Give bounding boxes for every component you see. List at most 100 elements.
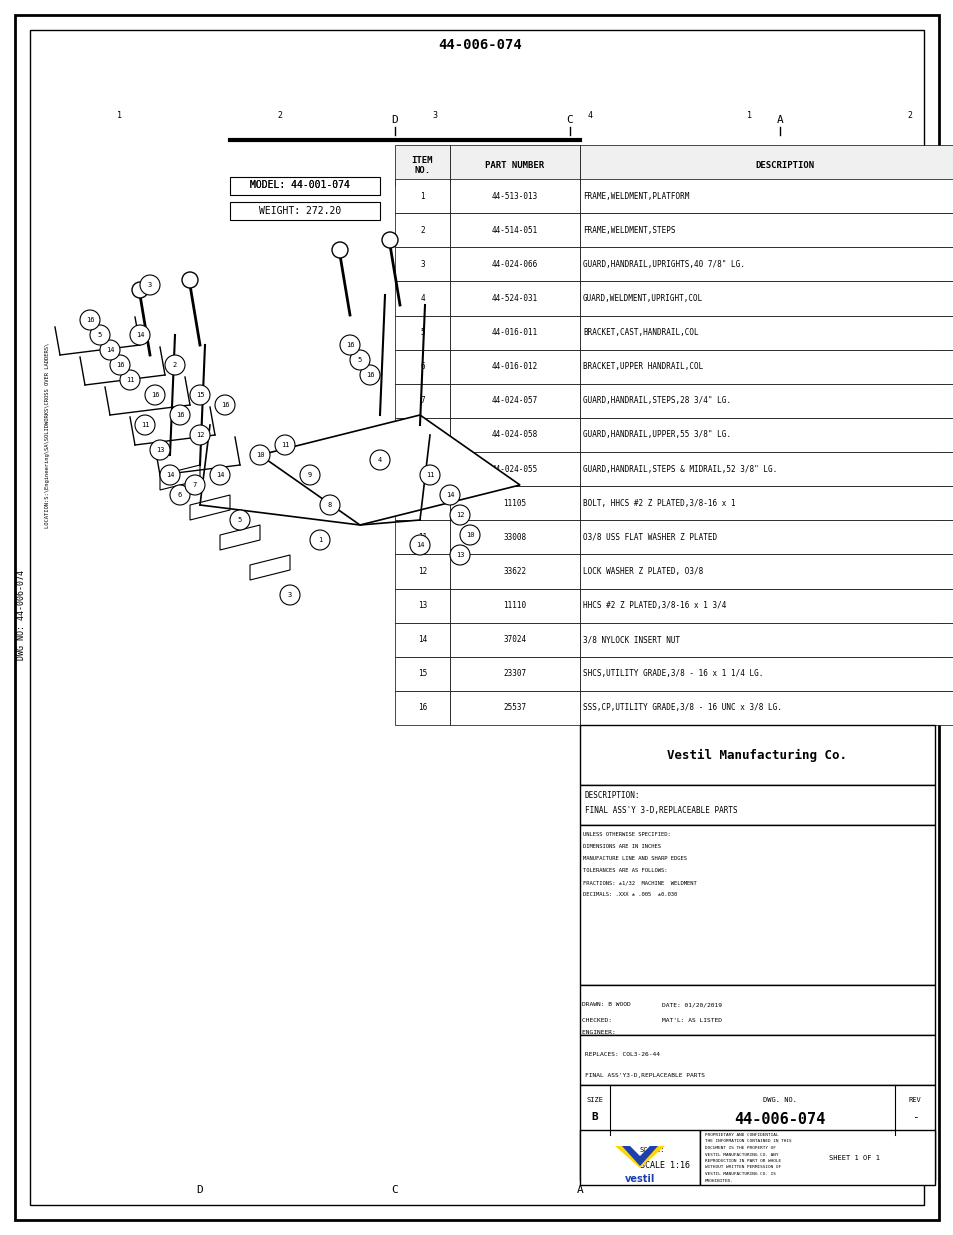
Text: 3: 3 bbox=[148, 282, 152, 288]
Text: DESCRIPTION: DESCRIPTION bbox=[755, 161, 814, 170]
Circle shape bbox=[170, 485, 190, 505]
Text: MODEL: 44-001-074: MODEL: 44-001-074 bbox=[250, 180, 350, 190]
Text: 5: 5 bbox=[357, 357, 362, 363]
Bar bbox=[395, 555, 450, 589]
Polygon shape bbox=[621, 1146, 658, 1166]
Text: SSS,CP,UTILITY GRADE,3/8 - 16 UNC x 3/8 LG.: SSS,CP,UTILITY GRADE,3/8 - 16 UNC x 3/8 … bbox=[582, 704, 781, 713]
Text: 11105: 11105 bbox=[503, 499, 526, 508]
Text: SHEET 1 OF 1: SHEET 1 OF 1 bbox=[828, 1155, 880, 1161]
Text: HHCS #2 Z PLATED,3/8-16 x 1 3/4: HHCS #2 Z PLATED,3/8-16 x 1 3/4 bbox=[582, 601, 725, 610]
Bar bbox=[395, 589, 450, 622]
Circle shape bbox=[299, 466, 319, 485]
Text: 3: 3 bbox=[419, 259, 424, 269]
Text: GUARD,HANDRAIL,STEPS & MIDRAIL,52 3/8" LG.: GUARD,HANDRAIL,STEPS & MIDRAIL,52 3/8" L… bbox=[582, 464, 777, 473]
Bar bbox=[450, 350, 579, 384]
Bar bbox=[395, 144, 450, 186]
Text: 23307: 23307 bbox=[503, 669, 526, 678]
Text: 33008: 33008 bbox=[503, 532, 526, 542]
Circle shape bbox=[100, 340, 120, 359]
Circle shape bbox=[190, 385, 210, 405]
Circle shape bbox=[450, 505, 470, 525]
Text: 11110: 11110 bbox=[503, 601, 526, 610]
Bar bbox=[579, 589, 953, 622]
Circle shape bbox=[350, 350, 370, 370]
Text: PROPRIETARY AND CONFIDENTIAL: PROPRIETARY AND CONFIDENTIAL bbox=[704, 1132, 778, 1137]
Text: LOCK WASHER Z PLATED, O3/8: LOCK WASHER Z PLATED, O3/8 bbox=[582, 567, 702, 576]
Bar bbox=[450, 555, 579, 589]
Circle shape bbox=[182, 272, 198, 288]
Circle shape bbox=[370, 450, 390, 471]
Text: 11: 11 bbox=[425, 472, 434, 478]
Polygon shape bbox=[260, 415, 519, 525]
Circle shape bbox=[214, 395, 234, 415]
Circle shape bbox=[450, 545, 470, 564]
Text: THE INFORMATION CONTAINED IN THIS: THE INFORMATION CONTAINED IN THIS bbox=[704, 1140, 791, 1144]
Text: 16: 16 bbox=[151, 391, 159, 398]
Text: BOLT, HHCS #2 Z PLATED,3/8-16 x 1: BOLT, HHCS #2 Z PLATED,3/8-16 x 1 bbox=[582, 499, 735, 508]
Text: 11: 11 bbox=[417, 532, 427, 542]
Text: 1: 1 bbox=[317, 537, 322, 543]
Text: 15: 15 bbox=[417, 669, 427, 678]
Text: 13: 13 bbox=[417, 601, 427, 610]
Text: 10: 10 bbox=[417, 499, 427, 508]
Bar bbox=[395, 384, 450, 417]
Text: SCALE:: SCALE: bbox=[639, 1147, 665, 1153]
Text: 15: 15 bbox=[195, 391, 204, 398]
Text: 4: 4 bbox=[377, 457, 382, 463]
Circle shape bbox=[110, 354, 130, 375]
Bar bbox=[230, 203, 379, 220]
Bar bbox=[450, 316, 579, 350]
Bar bbox=[579, 825, 934, 986]
Text: 5: 5 bbox=[419, 329, 424, 337]
Text: 3/8 NYLOCK INSERT NUT: 3/8 NYLOCK INSERT NUT bbox=[582, 635, 679, 645]
Text: 9: 9 bbox=[308, 472, 312, 478]
Text: 2: 2 bbox=[906, 110, 911, 120]
Bar bbox=[450, 179, 579, 214]
Bar bbox=[579, 384, 953, 417]
Text: 14: 14 bbox=[135, 332, 144, 338]
Text: 7: 7 bbox=[419, 396, 424, 405]
Text: Vestil Manufacturing Co.: Vestil Manufacturing Co. bbox=[667, 748, 846, 762]
Text: DWG NO: 44-006-074: DWG NO: 44-006-074 bbox=[17, 571, 27, 659]
Text: CHECKED:: CHECKED: bbox=[581, 1018, 615, 1023]
Text: 4: 4 bbox=[587, 110, 592, 120]
Text: DWG. NO.: DWG. NO. bbox=[762, 1097, 796, 1103]
Text: 1: 1 bbox=[747, 110, 752, 120]
Text: MODEL: 44-001-074: MODEL: 44-001-074 bbox=[250, 180, 350, 190]
Bar bbox=[579, 785, 934, 825]
Text: 11: 11 bbox=[141, 422, 149, 429]
Text: 12: 12 bbox=[195, 432, 204, 438]
Bar bbox=[450, 384, 579, 417]
Bar bbox=[395, 520, 450, 555]
Circle shape bbox=[150, 440, 170, 459]
Text: FRAME,WELDMENT,STEPS: FRAME,WELDMENT,STEPS bbox=[582, 226, 675, 235]
Text: MAT'L: AS LISTED: MAT'L: AS LISTED bbox=[661, 1018, 721, 1023]
Text: FINAL ASS'Y 3-D,REPLACEABLE PARTS: FINAL ASS'Y 3-D,REPLACEABLE PARTS bbox=[584, 805, 737, 815]
Text: C: C bbox=[566, 115, 573, 125]
Text: 16: 16 bbox=[86, 317, 94, 324]
Bar bbox=[579, 487, 953, 520]
Bar bbox=[450, 520, 579, 555]
Text: 2: 2 bbox=[172, 362, 177, 368]
Text: PROHIBITED.: PROHIBITED. bbox=[704, 1178, 733, 1182]
Text: 16: 16 bbox=[345, 342, 354, 348]
Bar bbox=[395, 316, 450, 350]
Circle shape bbox=[165, 354, 185, 375]
Circle shape bbox=[339, 335, 359, 354]
Text: DRAWN: B WOOD: DRAWN: B WOOD bbox=[581, 1003, 630, 1008]
Circle shape bbox=[459, 525, 479, 545]
Text: GUARD,HANDRAIL,UPRIGHTS,40 7/8" LG.: GUARD,HANDRAIL,UPRIGHTS,40 7/8" LG. bbox=[582, 259, 744, 269]
Bar bbox=[579, 520, 953, 555]
Text: 44-016-012: 44-016-012 bbox=[492, 362, 537, 372]
Circle shape bbox=[90, 325, 110, 345]
Text: FINAL ASS'Y3-D,REPLACEABLE PARTS: FINAL ASS'Y3-D,REPLACEABLE PARTS bbox=[584, 1072, 704, 1077]
Bar bbox=[395, 247, 450, 282]
Text: 11: 11 bbox=[126, 377, 134, 383]
Bar bbox=[579, 350, 953, 384]
Bar bbox=[579, 1035, 934, 1086]
Text: 12: 12 bbox=[417, 567, 427, 576]
Bar bbox=[395, 214, 450, 247]
Text: 9: 9 bbox=[419, 464, 424, 473]
Bar bbox=[579, 1130, 700, 1186]
Circle shape bbox=[381, 232, 397, 248]
